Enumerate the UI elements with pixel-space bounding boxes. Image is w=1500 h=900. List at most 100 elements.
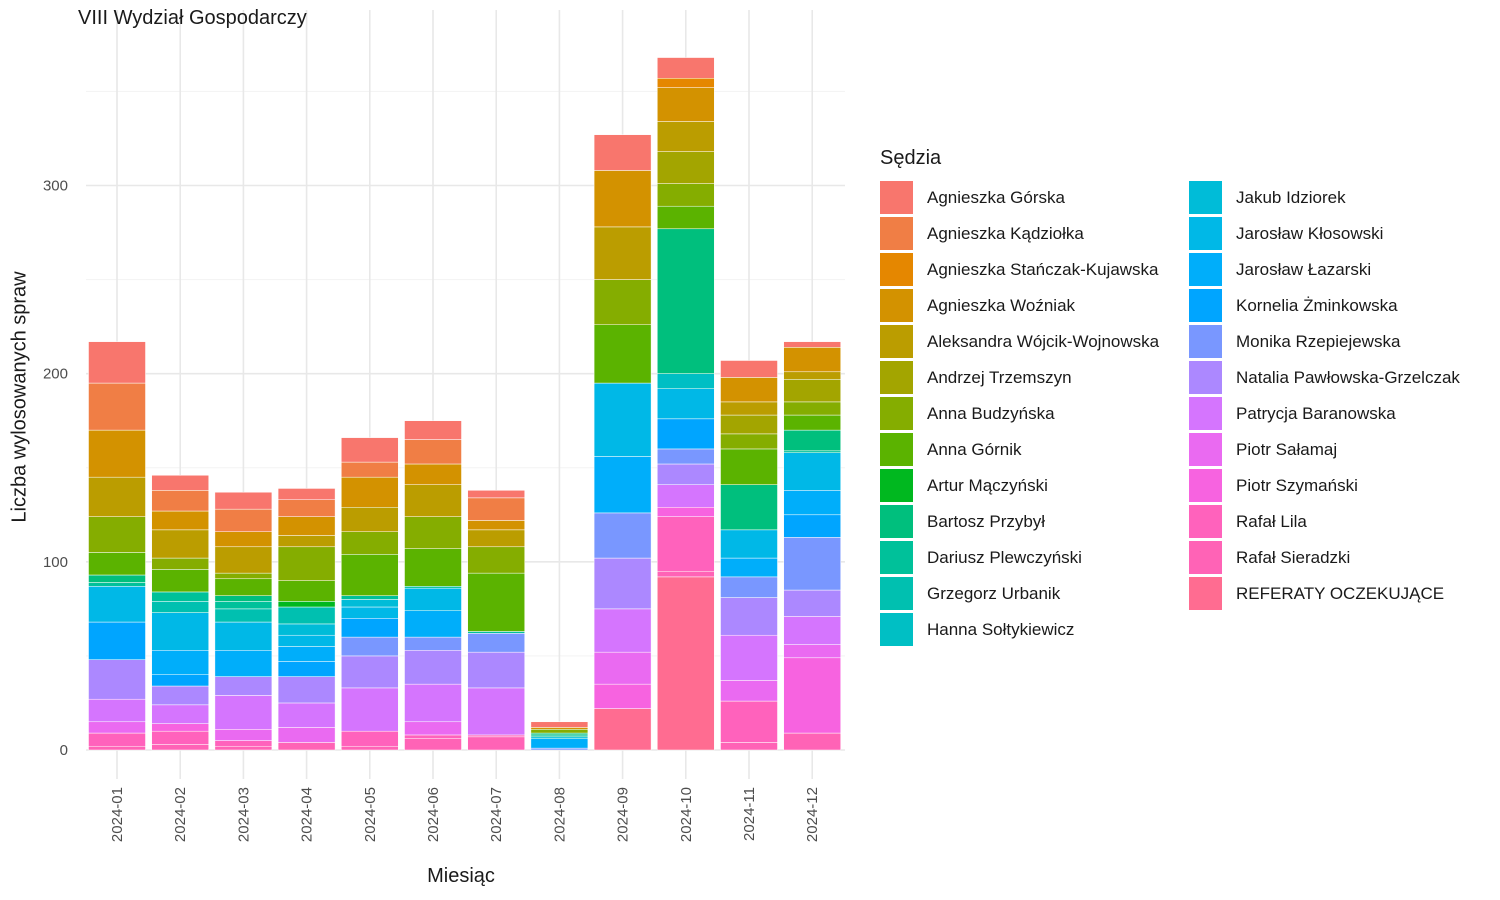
bar-segment — [214, 578, 273, 596]
legend-item: Agnieszka Kądziołka — [880, 216, 1200, 252]
bar-segment — [530, 732, 589, 736]
bar-segment — [341, 636, 399, 657]
legend-swatch — [1189, 505, 1222, 538]
bar-segment — [783, 616, 841, 645]
legend-swatch — [1189, 577, 1222, 610]
bar-segment — [341, 730, 399, 747]
legend-title: Sędzia — [880, 147, 942, 169]
bar-segment — [720, 597, 778, 636]
bar-segment — [467, 651, 525, 689]
bar-segment — [341, 507, 399, 532]
legend-item: Anna Górnik — [880, 432, 1200, 468]
bar-segment — [593, 708, 652, 751]
bar-segment — [214, 621, 273, 651]
legend-label: Rafał Sieradzki — [1236, 548, 1351, 567]
bar-segment — [277, 580, 336, 602]
bar-segment — [341, 606, 399, 619]
bar-segment — [593, 651, 652, 685]
bar-segment — [404, 463, 462, 485]
bar-segment — [783, 490, 841, 516]
x-tick-label: 2024-07 — [488, 787, 505, 842]
legend-label: Jarosław Łazarski — [1236, 260, 1372, 279]
bar-segment — [151, 490, 209, 512]
bar-segment — [214, 595, 273, 602]
bar-segment — [277, 661, 336, 677]
bar-segment — [467, 734, 525, 738]
legend-label: Anna Górnik — [927, 440, 1022, 459]
bar-segment — [214, 695, 273, 730]
bar-segment — [404, 420, 462, 440]
bar-segment — [151, 569, 209, 593]
bar-segment — [593, 226, 652, 280]
bar-segment — [720, 557, 778, 578]
bar-segment — [277, 646, 336, 662]
bar-segment — [341, 655, 399, 689]
bar-segment — [214, 572, 273, 580]
bar-segment — [783, 429, 841, 452]
bar-segment — [88, 341, 146, 384]
bar-segment — [151, 591, 209, 602]
y-tick-label: 0 — [60, 742, 68, 759]
legend-label: Aleksandra Wójcik-Wojnowska — [927, 332, 1160, 351]
bar-segment — [783, 657, 841, 734]
bar-segment — [657, 418, 715, 450]
bar-segment — [404, 721, 462, 736]
legend-label: Agnieszka Stańczak-Kujawska — [927, 260, 1159, 279]
legend-swatch — [880, 433, 913, 466]
legend-label: Andrzej Trzemszyn — [927, 368, 1072, 387]
bar-segment — [88, 721, 146, 734]
bar-segment — [783, 401, 841, 416]
legend-swatch — [1189, 397, 1222, 430]
y-tick-label: 100 — [43, 554, 68, 571]
bar-segment — [277, 516, 336, 536]
bar-segment — [530, 721, 589, 728]
bar-segment — [783, 450, 841, 453]
bar-segment — [657, 77, 715, 88]
bar-segment — [720, 484, 778, 531]
bar-segment — [88, 586, 146, 623]
bar-segment — [88, 574, 146, 583]
legend-item: Artur Mączyński — [880, 468, 1200, 504]
legend-swatch — [1189, 181, 1222, 214]
y-axis-label-text: Liczba wylosowanych spraw — [8, 271, 31, 523]
bar-segment — [214, 491, 273, 510]
bar-segment — [657, 228, 715, 374]
legend-swatch — [1189, 541, 1222, 574]
legend-label: Bartosz Przybył — [927, 512, 1046, 531]
bar-segment — [783, 371, 841, 380]
legend-label: Anna Budzyńska — [927, 404, 1055, 423]
bars — [88, 57, 841, 751]
bar-segment — [151, 704, 209, 724]
bar-segment — [277, 742, 336, 751]
bar-segment — [88, 698, 146, 723]
bar-segment — [783, 514, 841, 538]
legend-swatch — [880, 289, 913, 322]
legend-item: Jakub Idziorek — [1189, 180, 1500, 216]
legend-swatch — [1189, 217, 1222, 250]
bar-segment — [657, 576, 715, 751]
bar-segment — [151, 744, 209, 751]
legend-label: REFERATY OCZEKUJĄCE — [1236, 584, 1445, 603]
bar-segment — [783, 644, 841, 659]
legend-swatch — [880, 613, 913, 646]
x-tick-label: 2024-05 — [362, 787, 379, 842]
x-tick-label: 2024-01 — [109, 787, 126, 842]
bar-segment — [151, 510, 209, 531]
legend-swatch — [880, 217, 913, 250]
bar-segment — [341, 687, 399, 732]
legend-label: Patrycja Baranowska — [1236, 404, 1396, 423]
bar-segment — [214, 729, 273, 741]
bar-segment — [657, 516, 715, 572]
legend-label: Jakub Idziorek — [1236, 188, 1346, 207]
bar-segment — [341, 531, 399, 555]
bar-segment — [720, 529, 778, 559]
legend-swatch — [880, 505, 913, 538]
x-tick-label: 2024-08 — [551, 787, 568, 842]
bar-segment — [341, 618, 399, 638]
bar-segment — [593, 279, 652, 325]
bar-segment — [467, 497, 525, 521]
bar-segment — [88, 582, 146, 587]
legend-label: Artur Mączyński — [927, 476, 1048, 495]
